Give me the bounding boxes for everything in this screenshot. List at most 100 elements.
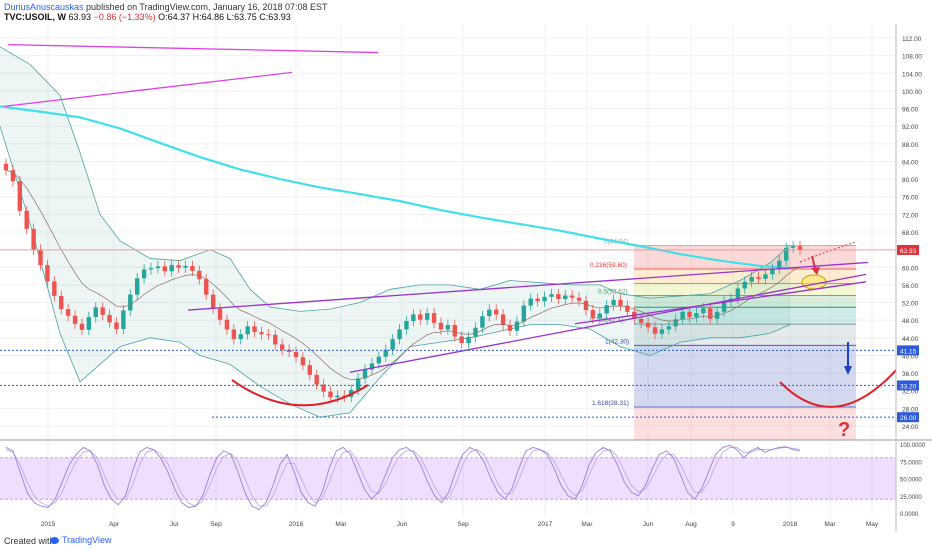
candle-body	[708, 308, 713, 319]
time-tick-label: Aug	[685, 521, 697, 528]
stochastic-rsi	[0, 444, 896, 511]
candle-body	[625, 305, 630, 312]
candle-body	[376, 356, 382, 364]
candle-body	[611, 299, 616, 306]
candle-body	[424, 313, 430, 320]
candle-body	[507, 325, 513, 331]
time-tick-label: Sep	[210, 521, 222, 528]
price-tick-label: 60.00	[902, 265, 919, 272]
candle-body	[300, 357, 306, 366]
fib-zone	[634, 295, 856, 308]
candle-body	[694, 313, 699, 318]
price-tick-label: 72.00	[902, 212, 919, 219]
price-badges: 63.93 41.15 33.20 26.00	[897, 244, 919, 423]
candle-body	[65, 309, 71, 316]
candle-body	[86, 317, 92, 330]
candle-body	[404, 321, 409, 330]
candle-body	[797, 246, 803, 250]
candle-body	[659, 329, 665, 334]
trend-magenta-upper-line[interactable]	[7, 43, 379, 54]
tradingview-logo-icon	[50, 537, 59, 544]
price-axis[interactable]: 112.00 108.00 104.00 100.00 96.00 92.00 88.00 8…	[902, 36, 922, 431]
channel-bottom-line[interactable]	[349, 273, 867, 373]
price-tick-label: 100.00	[902, 89, 922, 96]
time-tick-label: May	[866, 521, 879, 528]
time-tick-label: Mar	[581, 521, 593, 528]
time-tick-label: 2017	[538, 521, 553, 528]
publish-line: DuriusAnuscauskas published on TradingVi…	[4, 2, 328, 12]
oscillator-axis[interactable]: 100.0000 75.0000 50.0000 25.0000 0.0000	[900, 443, 926, 518]
candle-body	[162, 266, 167, 272]
bottom-arc-right[interactable]	[779, 368, 898, 408]
candle-body	[141, 269, 147, 279]
author-link[interactable]: DuriusAnuscauskas	[4, 2, 84, 12]
time-tick-label: Mar	[335, 521, 347, 528]
price-tick-label: 40.00	[902, 353, 919, 360]
osc-tick-label: 0.0000	[900, 512, 919, 518]
price-badge-label: 41.15	[900, 348, 917, 355]
candle-body	[155, 266, 161, 269]
time-tick-label: Sep	[457, 521, 469, 528]
candle-body	[293, 351, 299, 358]
blue-arrow-head	[844, 366, 852, 375]
candle-body	[687, 311, 692, 318]
candlestick-series	[3, 158, 803, 403]
candle-body	[714, 311, 720, 319]
price-badge	[897, 412, 919, 423]
price-badge	[897, 380, 919, 391]
time-tick-label: 2018	[783, 521, 798, 528]
oscillator-pane[interactable]	[0, 440, 896, 518]
candle-body	[224, 319, 230, 330]
candle-body	[763, 274, 768, 279]
tradingview-brand-link[interactable]: TradingView	[62, 535, 112, 545]
change-value: −0.86 (−1.33%)	[93, 12, 156, 22]
candle-body	[514, 321, 520, 331]
candle-body	[3, 163, 9, 171]
time-axis[interactable]: 2015 Apr Jul Sep 2016 Mar Jun Sep 2017 Mar Jun Aug 9…	[41, 521, 879, 528]
price-tick-label: 96.00	[902, 107, 919, 114]
candle-body	[121, 310, 126, 329]
candle-body	[273, 334, 278, 345]
candle-body	[190, 265, 195, 271]
candle-body	[100, 307, 105, 315]
candle-body	[335, 395, 340, 398]
symbol-name: TVC:USOIL, W	[4, 12, 66, 22]
bollinger-lower	[0, 126, 791, 418]
candle-body	[549, 294, 554, 297]
candle-body	[528, 298, 533, 306]
candle-body	[480, 316, 485, 328]
candle-body	[721, 301, 727, 312]
candle-body	[369, 363, 375, 370]
candle-body	[38, 249, 43, 266]
stoch-k-line	[5, 444, 801, 511]
chart-canvas[interactable]: 0(64.94)0.236(59.60)0.5(53.62)0.786(47.1…	[0, 0, 932, 532]
candle-body	[604, 305, 609, 314]
candle-body	[252, 326, 257, 333]
candle-body	[128, 294, 133, 311]
candle-body	[749, 276, 754, 282]
channel-inner-line[interactable]	[574, 281, 867, 325]
candle-body	[680, 311, 685, 320]
osc-tick-label: 50.0000	[900, 478, 922, 484]
candle-body	[576, 297, 582, 301]
candle-body	[459, 336, 464, 344]
candle-body	[59, 295, 64, 310]
candle-body	[176, 265, 181, 268]
candle-body	[735, 288, 741, 299]
candle-body	[197, 270, 202, 280]
price-badge-label: 63.93	[900, 248, 917, 255]
bottom-arc-left[interactable]	[231, 379, 369, 407]
price-tick-label: 24.00	[902, 424, 919, 431]
channel-top-line[interactable]	[187, 261, 869, 311]
drawings-layer[interactable]	[0, 43, 898, 418]
chart-header: DuriusAnuscauskas published on TradingVi…	[0, 0, 932, 22]
trend-magenta-lower-line[interactable]	[3, 71, 293, 107]
candle-body	[93, 307, 98, 318]
candle-body	[438, 322, 444, 330]
candle-body	[362, 369, 368, 379]
created-with-text: Created with	[4, 536, 55, 546]
osc-band-fill	[0, 457, 896, 500]
candle-body	[390, 339, 395, 350]
fib-zone	[634, 245, 856, 270]
ohlc-values: O:64.37 H:64.86 L:63.75 C:63.93	[158, 12, 291, 22]
